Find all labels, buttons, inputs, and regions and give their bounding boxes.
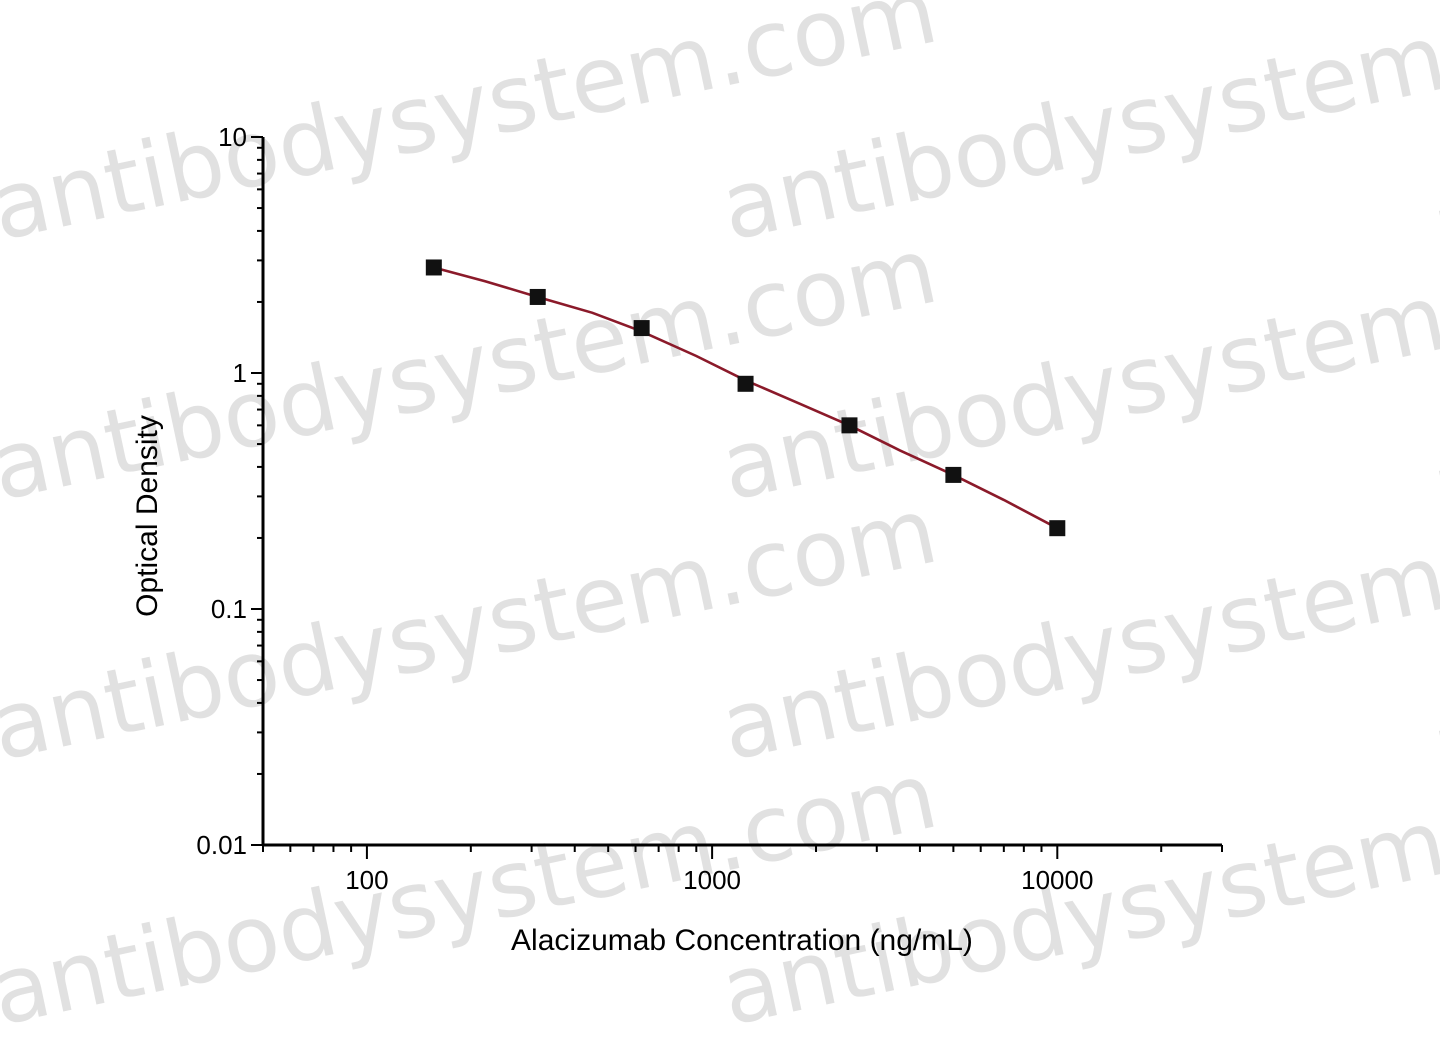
- y-tick-label: 0.01: [196, 830, 247, 860]
- data-point: [633, 320, 650, 337]
- data-point: [945, 466, 962, 483]
- x-axis-title: Alacizumab Concentration (ng/mL): [511, 924, 973, 957]
- x-tick-label: 1000: [683, 865, 741, 895]
- y-tick-label: 1: [233, 358, 247, 388]
- y-tick-label: 0.1: [211, 594, 247, 624]
- data-point: [737, 375, 754, 392]
- x-tick-label: 10000: [1021, 865, 1093, 895]
- x-tick-label: 100: [345, 865, 388, 895]
- data-point: [841, 417, 858, 434]
- data-point: [1049, 520, 1066, 537]
- y-axis-title: Optical Density: [131, 415, 164, 617]
- axes-layer: 0.01 0.1 1 10 100 1000 10000 Alacizumab Concent…: [131, 122, 1223, 957]
- y-tick-label: 10: [218, 122, 247, 152]
- data-layer: [425, 259, 1066, 537]
- data-point: [529, 288, 546, 305]
- data-point: [425, 259, 442, 276]
